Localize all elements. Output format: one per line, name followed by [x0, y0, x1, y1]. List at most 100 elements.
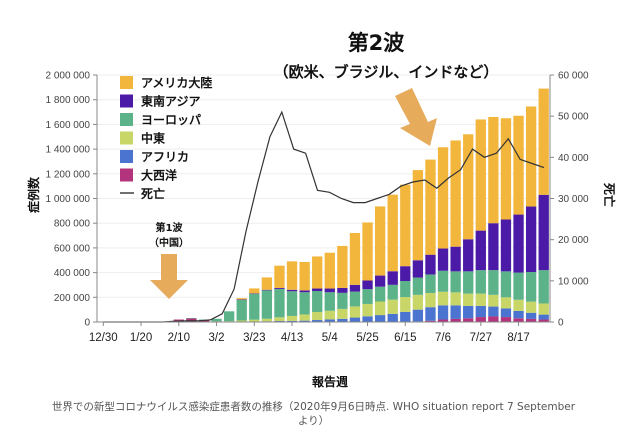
- bar-segment: [236, 320, 247, 322]
- bar-segment: [299, 290, 310, 293]
- bar-segment: [513, 115, 524, 215]
- wave1-arrow-icon: [150, 254, 188, 299]
- bar-segment: [437, 305, 449, 320]
- bar-segment: [525, 271, 537, 302]
- legend-swatch: [120, 131, 133, 145]
- legend-swatch: [120, 94, 133, 108]
- bar-segment: [362, 316, 373, 322]
- x-tick-label: 3/2: [209, 332, 225, 344]
- bar-segment: [236, 299, 247, 300]
- bar-segment: [538, 194, 549, 271]
- bar-segment: [513, 299, 524, 311]
- bar-segment: [525, 318, 537, 322]
- bar-segment: [513, 214, 524, 273]
- legend-swatch: [120, 168, 133, 182]
- bar-segment: [249, 293, 260, 294]
- bar-segment: [425, 320, 436, 322]
- bar-segment: [387, 284, 398, 300]
- left-tick-label: 0: [84, 318, 90, 329]
- bar-segment: [488, 316, 499, 322]
- left-tick-label: 2 000 000: [46, 71, 91, 82]
- bar-segment: [463, 293, 474, 306]
- wave1-title: 第1波: [156, 221, 184, 234]
- bar-segment: [261, 277, 273, 290]
- bar-segment: [400, 297, 411, 312]
- bar-segment: [450, 140, 461, 247]
- bar-segment: [500, 308, 512, 318]
- bar-segment: [337, 287, 348, 293]
- bar-segment: [274, 265, 285, 288]
- x-tick-label: 7/6: [435, 332, 451, 344]
- bar-segment: [412, 277, 424, 295]
- right-axis-title: 死亡: [602, 183, 617, 207]
- bar-segment: [374, 286, 386, 302]
- bar-segment: [463, 318, 474, 322]
- bar-segment: [249, 288, 260, 294]
- right-tick-label: 30 000: [558, 194, 589, 205]
- x-tick-label: 4/13: [281, 332, 303, 344]
- bar-segment: [274, 288, 285, 318]
- bar-segment: [223, 311, 235, 322]
- wave1-subtitle: （中国）: [149, 236, 189, 249]
- bar-segment: [488, 306, 499, 317]
- bar-segment: [475, 305, 486, 318]
- bar-segment: [412, 294, 424, 310]
- bar-segment: [337, 245, 348, 288]
- bar-segment: [312, 320, 323, 322]
- bar-segment: [488, 270, 499, 295]
- bar-segment: [500, 297, 512, 309]
- legend-swatch: [120, 150, 133, 163]
- bar-segment: [286, 291, 298, 316]
- left-axis-title: 症例数: [26, 176, 41, 213]
- bar-segment: [513, 272, 524, 300]
- x-tick-label: 5/25: [356, 332, 378, 344]
- x-tick-label: 3/23: [243, 332, 265, 344]
- bar-segment: [312, 256, 323, 289]
- bar-segment: [186, 318, 197, 322]
- bar-segment: [249, 293, 260, 320]
- bar-segment: [475, 270, 486, 294]
- deaths-line: [103, 110, 545, 323]
- left-tick-label: 1 200 000: [46, 169, 91, 180]
- bar-segment: [261, 290, 273, 319]
- bar-segment: [425, 159, 436, 255]
- bar-segment: [374, 275, 386, 287]
- wave2-title: 第2波: [348, 31, 406, 55]
- bar-segment: [450, 292, 461, 306]
- legend-label: 死亡: [141, 186, 165, 201]
- bar-segment: [362, 289, 373, 304]
- bar-segment: [500, 219, 512, 272]
- bar-segment: [500, 317, 512, 322]
- bar-segment: [538, 270, 549, 304]
- bar-segment: [324, 292, 335, 311]
- legend-label: 東南アジア: [141, 94, 201, 109]
- legend-swatch: [120, 76, 133, 89]
- bar-segment: [312, 291, 323, 312]
- bar-segment: [450, 271, 461, 293]
- bar-segment: [400, 266, 411, 281]
- bar-segment: [475, 119, 486, 231]
- bar-segment: [312, 288, 323, 291]
- caption-line-1: 世界での新型コロナウイルス感染症患者数の推移（2020年9月6日時点. WHO …: [51, 401, 576, 413]
- caption-line-2: より）: [297, 415, 330, 427]
- bar-segment: [425, 307, 436, 321]
- right-tick-label: 0: [558, 318, 564, 329]
- left-axis-ticks: 0 200 000 400 000 600 000 800 000 1 000 000 1 …: [46, 71, 97, 329]
- bar-segment: [274, 317, 285, 322]
- bar-segment: [274, 321, 285, 322]
- bar-segment: [362, 280, 373, 290]
- right-tick-label: 60 000: [558, 71, 589, 82]
- left-tick-label: 1 400 000: [46, 145, 91, 156]
- legend-label: 中東: [141, 131, 165, 146]
- right-tick-label: 40 000: [558, 153, 589, 164]
- bar-segment: [299, 261, 310, 291]
- right-tick-label: 10 000: [558, 276, 589, 287]
- bar-segment: [400, 281, 411, 298]
- bar-segment: [349, 291, 361, 307]
- right-tick-label: 50 000: [558, 112, 589, 123]
- bar-segment: [299, 314, 310, 321]
- bar-segment: [525, 206, 537, 272]
- bar-segment: [525, 312, 537, 319]
- bar-segment: [525, 301, 537, 313]
